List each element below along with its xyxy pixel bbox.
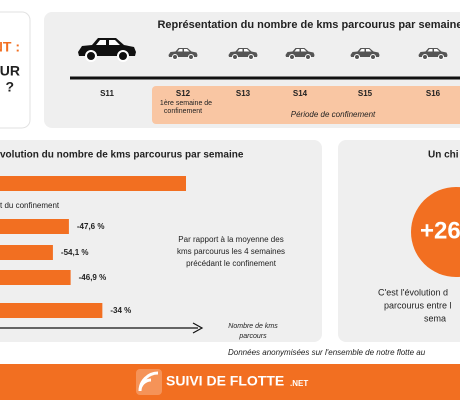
car-icon [350,48,380,60]
car-icon [228,48,258,60]
car-wheel [85,50,97,62]
footnote: Données anonymisées sur l'ensemble de no… [228,348,426,357]
evolution-title: volution du nombre de kms parcourus par … [0,150,244,161]
week-label: S13 [236,89,251,98]
value-label: -54,1 % [61,248,89,257]
bar [0,245,53,260]
axis-label: parcours [238,333,267,340]
car-window [359,49,372,52]
car-wheel [438,54,444,60]
key-figure-circle [411,187,460,277]
car-wheel [370,54,376,60]
key-figure-text: sema [424,313,446,323]
intro-line: NT : [0,39,20,55]
reference-label: t du confinement [0,201,60,210]
value-label: -34 % [110,306,131,315]
first-week-note: 1ère semaine de [160,100,212,107]
week-label: S12 [176,89,191,98]
evolution-note: Par rapport à la moyenne des [178,235,283,244]
key-figure-title: Un chi [428,150,459,161]
week-label: S16 [426,89,441,98]
car-icon [78,38,136,62]
key-figure-text: C'est l'évolution d [378,287,448,297]
key-figure-text: parcourus entre l [384,300,452,310]
key-figure-panel [338,140,460,342]
bar [0,270,71,285]
week-label: S14 [293,89,308,98]
footer-brand: SUIVI DE FLOTTE [166,373,284,389]
week-label: S15 [358,89,373,98]
intro-line: ? [5,79,14,95]
value-label: -47,6 % [77,222,105,231]
car-wheel [117,50,129,62]
bar [0,303,103,318]
axis-label: Nombre de kms [228,323,278,330]
bar [0,176,186,191]
car-wheel [248,54,254,60]
car-icon [285,48,315,60]
car-window [294,49,307,52]
car-wheel [188,54,194,60]
intro-line: UR [0,63,20,79]
car-icon [168,48,198,60]
footer-logo-icon [136,369,162,395]
car-wheel [422,54,428,60]
key-figure-value: +26 [420,217,460,244]
timeline-title: Représentation du nombre de kms parcouru… [157,19,460,31]
car-wheel [354,54,360,60]
car-wheel [305,54,311,60]
car-window [427,49,440,52]
confinement-band [152,86,460,124]
value-label: -46,9 % [79,273,107,282]
footer-bar [0,364,460,400]
intro-panel [0,11,31,129]
car-wheel [289,54,295,60]
car-wheel [172,54,178,60]
arrow-head [192,322,204,334]
car-icon [418,48,448,60]
evolution-note: précédant le confinement [186,259,277,268]
footer-brand-suffix: .NET [290,379,308,388]
car-wheel [232,54,238,60]
period-label: Période de confinement [291,110,376,119]
bar [0,219,69,234]
week-label: S11 [100,89,114,98]
car-window [237,49,250,52]
evolution-note: kms parcourus les 4 semaines [177,247,285,256]
first-week-note: confinement [164,108,202,115]
car-window [96,40,120,45]
car-window [177,49,190,52]
